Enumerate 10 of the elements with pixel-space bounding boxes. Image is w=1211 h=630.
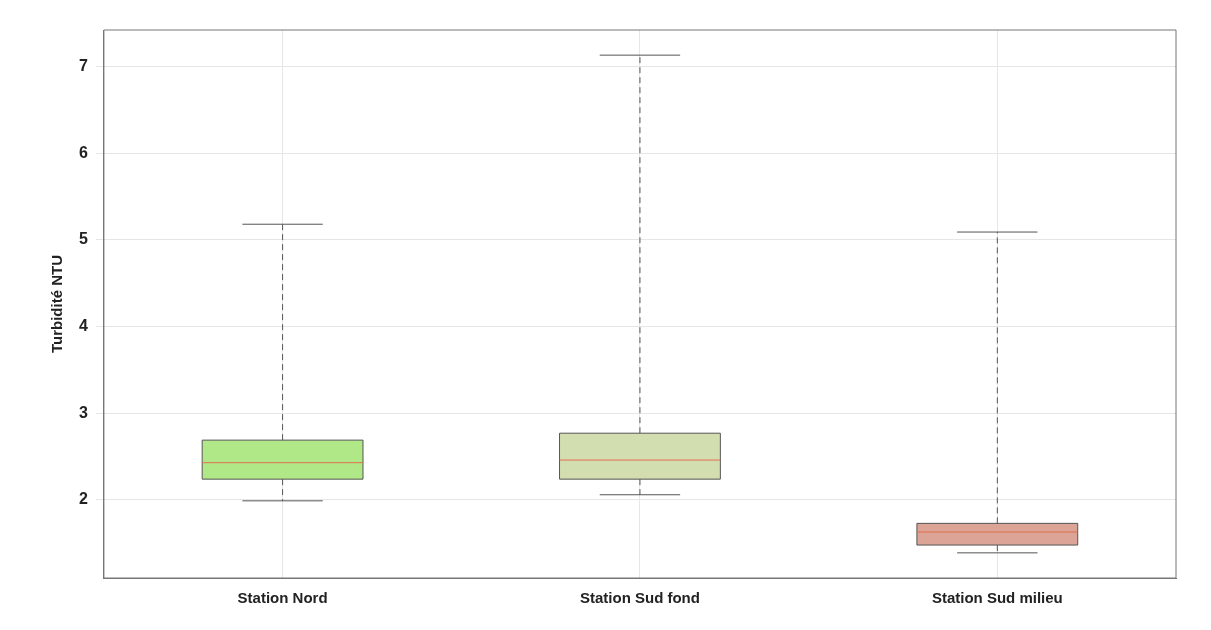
y-tick-label: 6 xyxy=(78,143,88,161)
y-tick-label: 7 xyxy=(78,56,88,74)
y-axis-title: Turbidité NTU xyxy=(48,254,66,354)
x-tick-label: Station Nord xyxy=(237,589,328,607)
x-tick-label: Station Sud milieu xyxy=(931,589,1063,607)
y-tick-label: 5 xyxy=(78,230,88,248)
y-tick-label: 2 xyxy=(78,490,88,508)
y-tick-label: 4 xyxy=(78,316,88,334)
x-tick-label: Station Sud fond xyxy=(579,589,700,607)
y-tick-label: 3 xyxy=(78,403,88,421)
